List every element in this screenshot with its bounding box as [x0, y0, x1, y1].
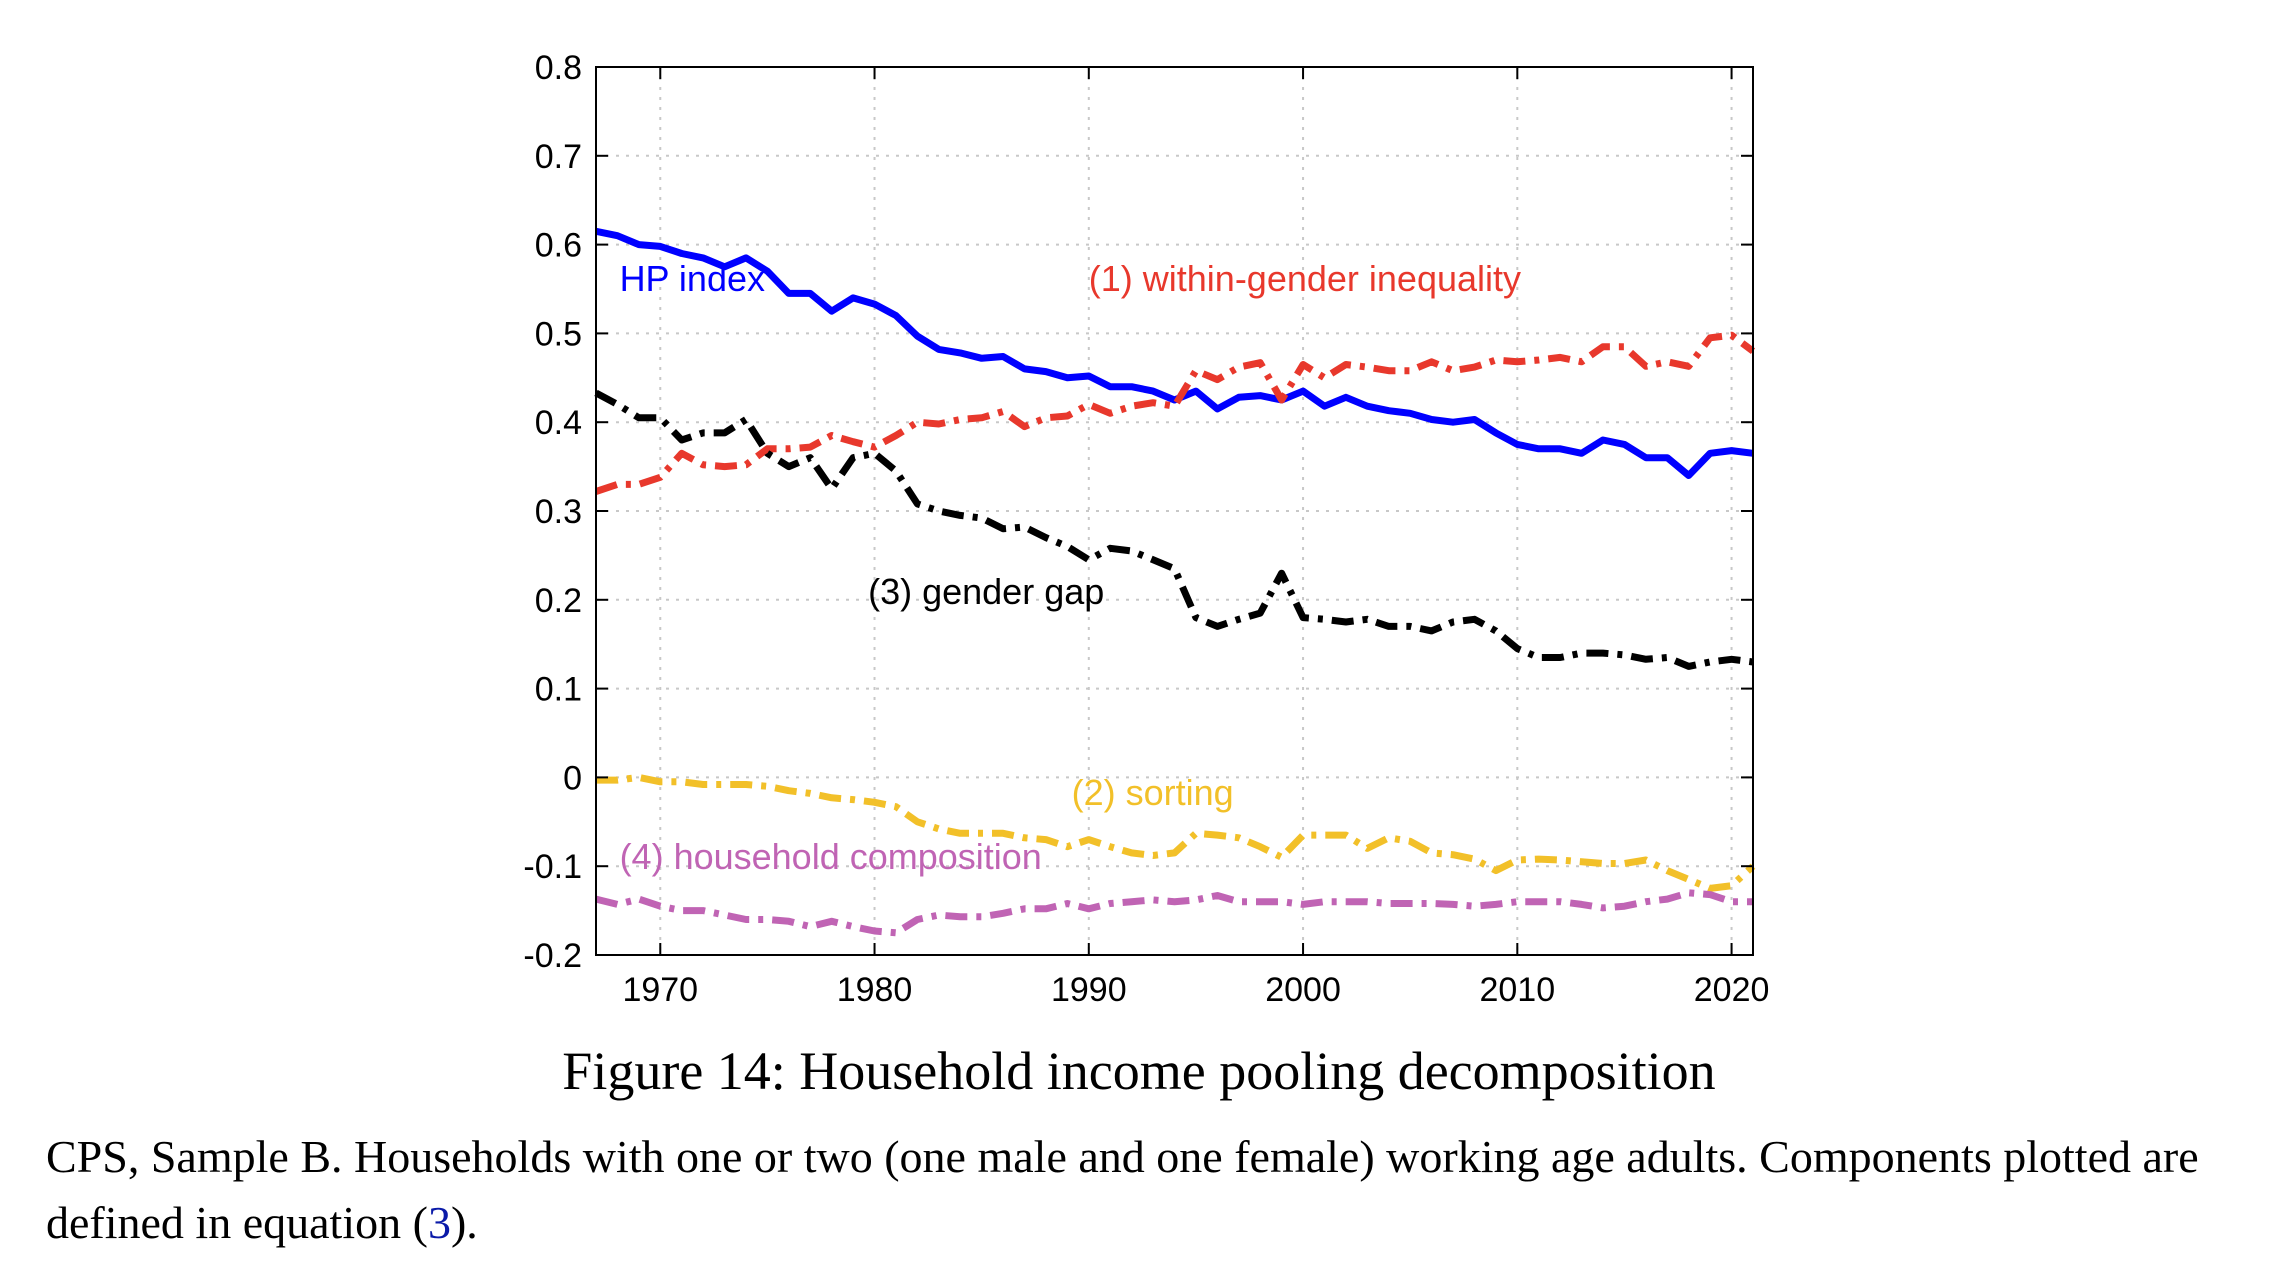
- equation-reference-link[interactable]: 3: [427, 1197, 451, 1248]
- x-tick-label: 1970: [622, 971, 698, 1009]
- y-tick-label: 0.2: [535, 582, 582, 620]
- figure-caption: CPS, Sample B. Households with one or tw…: [46, 1124, 2246, 1256]
- series-line-2: [594, 389, 1754, 670]
- y-tick-label: 0.3: [535, 493, 582, 531]
- x-tick-label: 1980: [837, 971, 913, 1009]
- series-label-1: (1) within-gender inequality: [1089, 258, 1521, 299]
- series-label-2: (3) gender gap: [868, 571, 1104, 612]
- series-labels: HP index (1) within-gender inequality (3) …: [620, 258, 1521, 877]
- series-label-0: HP index: [620, 258, 765, 299]
- series-label-4: (4) household composition: [620, 836, 1042, 877]
- y-tick-label: 0.6: [535, 227, 582, 265]
- grid-lines: [596, 66, 1753, 956]
- y-tick-label: 0.5: [535, 315, 582, 353]
- series-line-3: [596, 773, 1756, 892]
- y-tick-label: 0.8: [535, 49, 582, 87]
- series-line-4: [595, 889, 1753, 937]
- y-tick-label: 0.1: [535, 671, 582, 709]
- axis-ticks: 1970 1980 1990 2000 2010 2020 -0.2 -0.1 0 0.1 0.2 0…: [523, 49, 1769, 1009]
- caption-text: CPS, Sample B. Households with one or tw…: [46, 1131, 2199, 1248]
- plot-frame: [595, 66, 1754, 956]
- y-tick-label: 0.4: [535, 404, 582, 442]
- y-tick-label: -0.1: [523, 848, 582, 886]
- x-tick-label: 1990: [1051, 971, 1127, 1009]
- x-tick-label: 2020: [1694, 971, 1770, 1009]
- series-lines: [594, 227, 1756, 937]
- y-tick-label: -0.2: [523, 937, 582, 975]
- figure-title: Figure 14: Household income pooling deco…: [562, 1041, 1716, 1101]
- y-tick-label: 0.7: [535, 138, 582, 176]
- series-line-1: [594, 331, 1756, 495]
- caption-end: ).: [450, 1197, 478, 1248]
- x-tick-label: 2000: [1265, 971, 1341, 1009]
- line-chart: 1970 1980 1990 2000 2010 2020 -0.2 -0.1 0 0.1 0.2 0…: [523, 49, 1769, 1009]
- y-tick-label: 0: [563, 759, 582, 797]
- series-label-3: (2) sorting: [1072, 772, 1234, 813]
- x-tick-label: 2010: [1479, 971, 1555, 1009]
